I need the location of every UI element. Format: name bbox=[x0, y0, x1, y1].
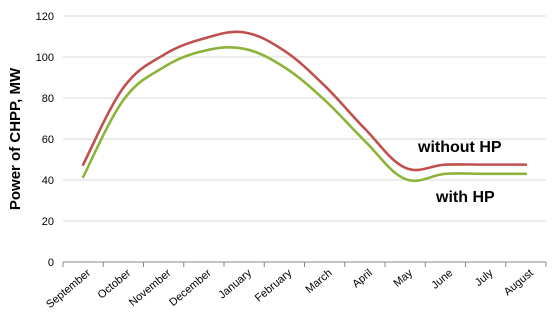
x-tick-label: August bbox=[502, 267, 536, 298]
x-tick-label: March bbox=[303, 267, 334, 296]
x-tick-label: November bbox=[127, 267, 174, 309]
x-tick-label: June bbox=[429, 267, 455, 292]
x-tick-label: October bbox=[96, 267, 134, 302]
y-tick-label: 20 bbox=[42, 216, 54, 228]
grid-lines bbox=[63, 15, 546, 222]
x-tick-label: January bbox=[216, 267, 254, 302]
series-line-without-hp bbox=[81, 30, 528, 172]
series-line-with-hp bbox=[81, 45, 528, 183]
y-tick-labels: 0 20 40 60 80 100 120 bbox=[36, 11, 54, 269]
x-tick-label: May bbox=[391, 267, 415, 290]
x-tick-label: December bbox=[167, 267, 214, 309]
y-tick-label: 100 bbox=[36, 52, 54, 64]
x-tick-label: July bbox=[473, 267, 496, 289]
x-tick-label: April bbox=[350, 267, 375, 290]
y-axis-label: Power of CHPP, MW bbox=[7, 67, 24, 210]
x-tick-label: February bbox=[253, 267, 295, 305]
y-tick-label: 0 bbox=[48, 257, 54, 269]
y-tick-label: 60 bbox=[42, 134, 54, 146]
y-tick-label: 40 bbox=[42, 175, 54, 187]
y-tick-label: 120 bbox=[36, 11, 54, 23]
series-lines bbox=[81, 30, 528, 183]
y-tick-label: 80 bbox=[42, 93, 54, 105]
x-tick-label: September bbox=[44, 267, 93, 311]
annotation-without-hp: without HP bbox=[417, 139, 502, 156]
annotation-with-hp: with HP bbox=[435, 189, 495, 206]
